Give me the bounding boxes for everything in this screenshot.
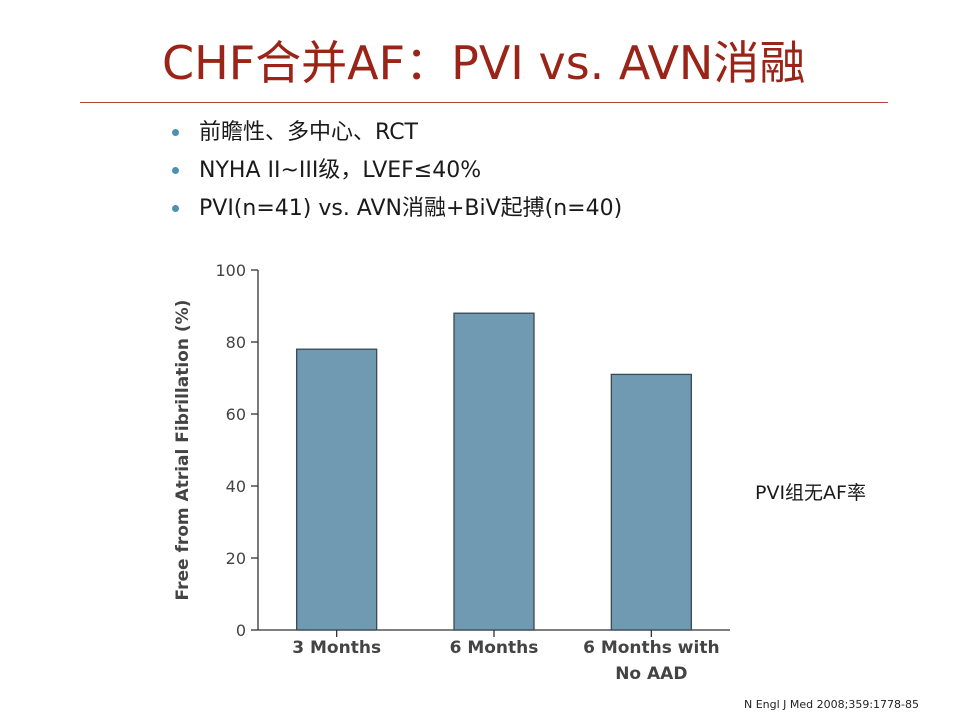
bullet-dot-icon (172, 205, 179, 212)
x-tick-label: 6 Months with (583, 638, 719, 658)
y-tick-label: 20 (226, 549, 246, 568)
bar-chart: 0 20 40 60 80 100 Free from Atrial Fibrillatio… (173, 261, 730, 684)
y-tick-label: 60 (226, 405, 246, 424)
citation: N Engl J Med 2008;359:1778-85 (744, 698, 920, 711)
bullet-item: 前瞻性、多中心、RCT (172, 114, 622, 152)
x-tick-label: 3 Months (292, 638, 381, 658)
slide-title: CHF合并AF：PVI vs. AVN消融 (162, 36, 806, 90)
bar (453, 312, 535, 631)
x-tick-label: No AAD (615, 664, 687, 684)
title-divider (80, 102, 888, 103)
bar (296, 348, 378, 631)
side-note: PVI组无AF率 (755, 482, 866, 504)
bullet-list: 前瞻性、多中心、RCT NYHA II~III级，LVEF≤40% PVI(n=… (172, 114, 622, 228)
bullet-item: PVI(n=41) vs. AVN消融+BiV起搏(n=40) (172, 190, 622, 228)
y-tick-label: 40 (226, 477, 246, 496)
y-tick-label: 100 (215, 261, 246, 280)
y-tick-label: 0 (236, 621, 246, 640)
y-axis-label: Free from Atrial Fibrillation (%) (173, 300, 193, 601)
bar (610, 373, 692, 631)
y-tick-label: 80 (226, 333, 246, 352)
x-tick-label: 6 Months (450, 638, 539, 658)
bullet-dot-icon (172, 129, 179, 136)
bullet-text: NYHA II~III级，LVEF≤40% (199, 158, 482, 183)
bullet-item: NYHA II~III级，LVEF≤40% (172, 152, 622, 190)
bullet-text: 前瞻性、多中心、RCT (199, 120, 418, 145)
bullet-dot-icon (172, 167, 179, 174)
bullet-text: PVI(n=41) vs. AVN消融+BiV起搏(n=40) (199, 196, 623, 221)
